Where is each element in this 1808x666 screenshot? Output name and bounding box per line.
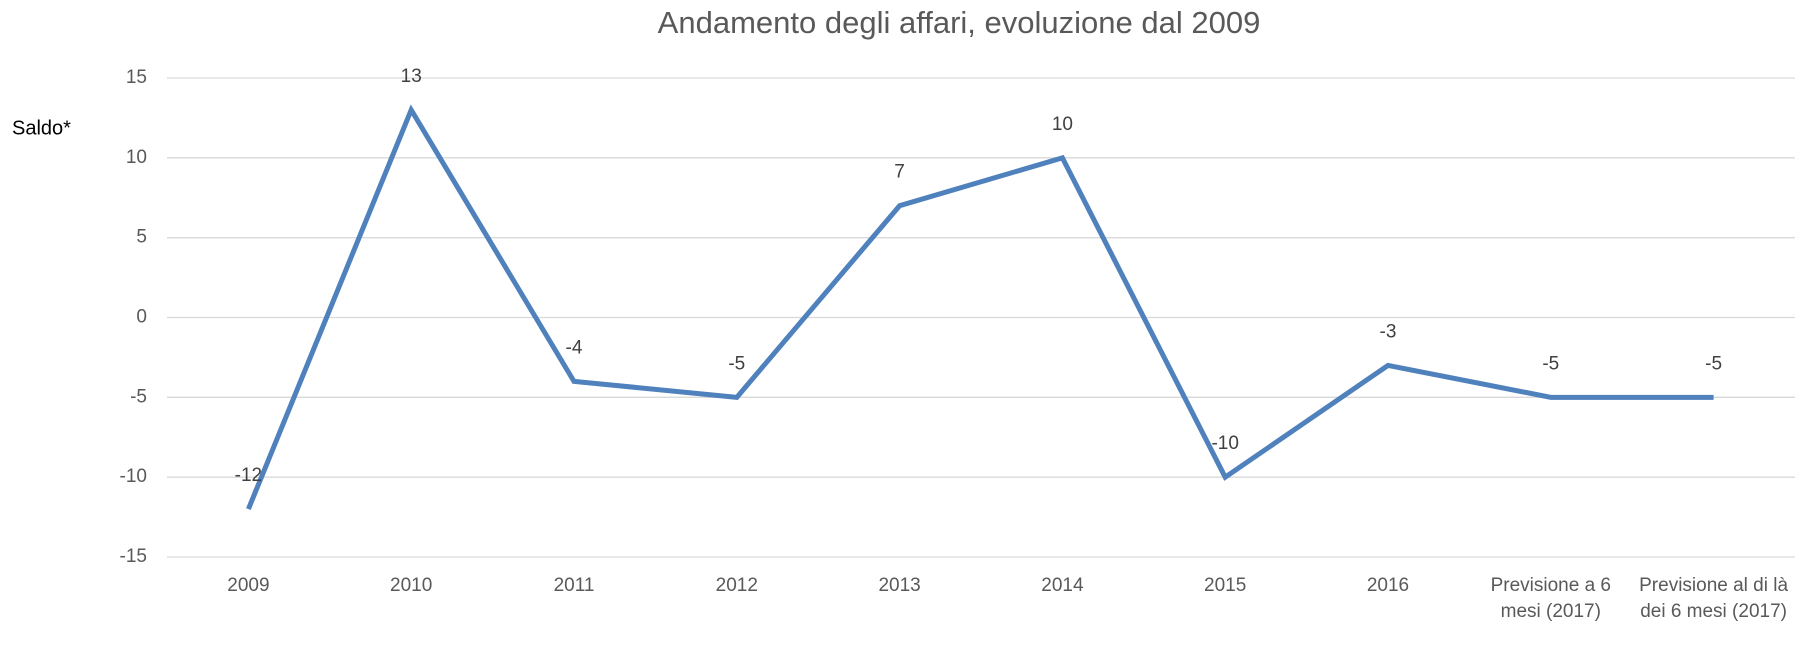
y-tick-label: -5 [130,386,147,407]
x-tick-label: 2009 [227,575,270,596]
x-tick-label-box: 2016 [1366,575,1410,596]
x-tick-label: 2011 [553,575,595,596]
data-label: 7 [894,162,905,183]
x-tick-label: 2014 [1041,575,1084,596]
x-tick-label: 2012 [715,575,758,596]
data-label: -10 [1211,433,1238,454]
y-tick-label: 15 [126,67,147,88]
x-tick-label: 2015 [1204,575,1247,596]
y-tick-label: 5 [136,227,147,248]
x-tick-label-box: 2010 [390,575,433,596]
x-tick-label: Previsione a 6 mesi (2017) [1490,575,1611,622]
data-label: 13 [401,66,422,87]
x-tick-label-box: Previsione al di là dei 6 mesi (2017) [1639,575,1789,622]
data-label: -4 [566,337,583,358]
x-tick-label: 2010 [390,575,433,596]
x-tick-label-box: Previsione a 6 mesi (2017) [1490,575,1611,622]
data-label: -5 [728,353,745,374]
x-tick-label: 2013 [878,575,921,596]
line [246,104,1714,511]
data-label: -12 [235,465,262,486]
data-label: -5 [1705,353,1722,374]
x-tick-label-box: 2013 [878,575,921,596]
data-label: 10 [1052,114,1073,135]
data-label: -3 [1380,321,1397,342]
x-tick-label: Previsione al di là dei 6 mesi (2017) [1639,575,1789,622]
y-tick-label: -10 [120,466,147,487]
x-tick-label-box: 2011 [553,575,595,596]
y-axis-label: Saldo* [12,117,71,139]
x-tick-label-box: 2009 [227,575,270,596]
x-tick-label-box: 2015 [1204,575,1247,596]
y-tick-label: 0 [136,307,147,328]
data-label: -5 [1542,353,1559,374]
chart-title: Andamento degli affari, evoluzione dal 2… [658,5,1261,40]
y-tick-label: -15 [120,546,147,567]
x-tick-label-box: 2014 [1041,575,1084,596]
x-tick-label-box: 2012 [715,575,758,596]
y-tick-label: 10 [126,147,147,168]
x-tick-label: 2016 [1366,575,1410,596]
